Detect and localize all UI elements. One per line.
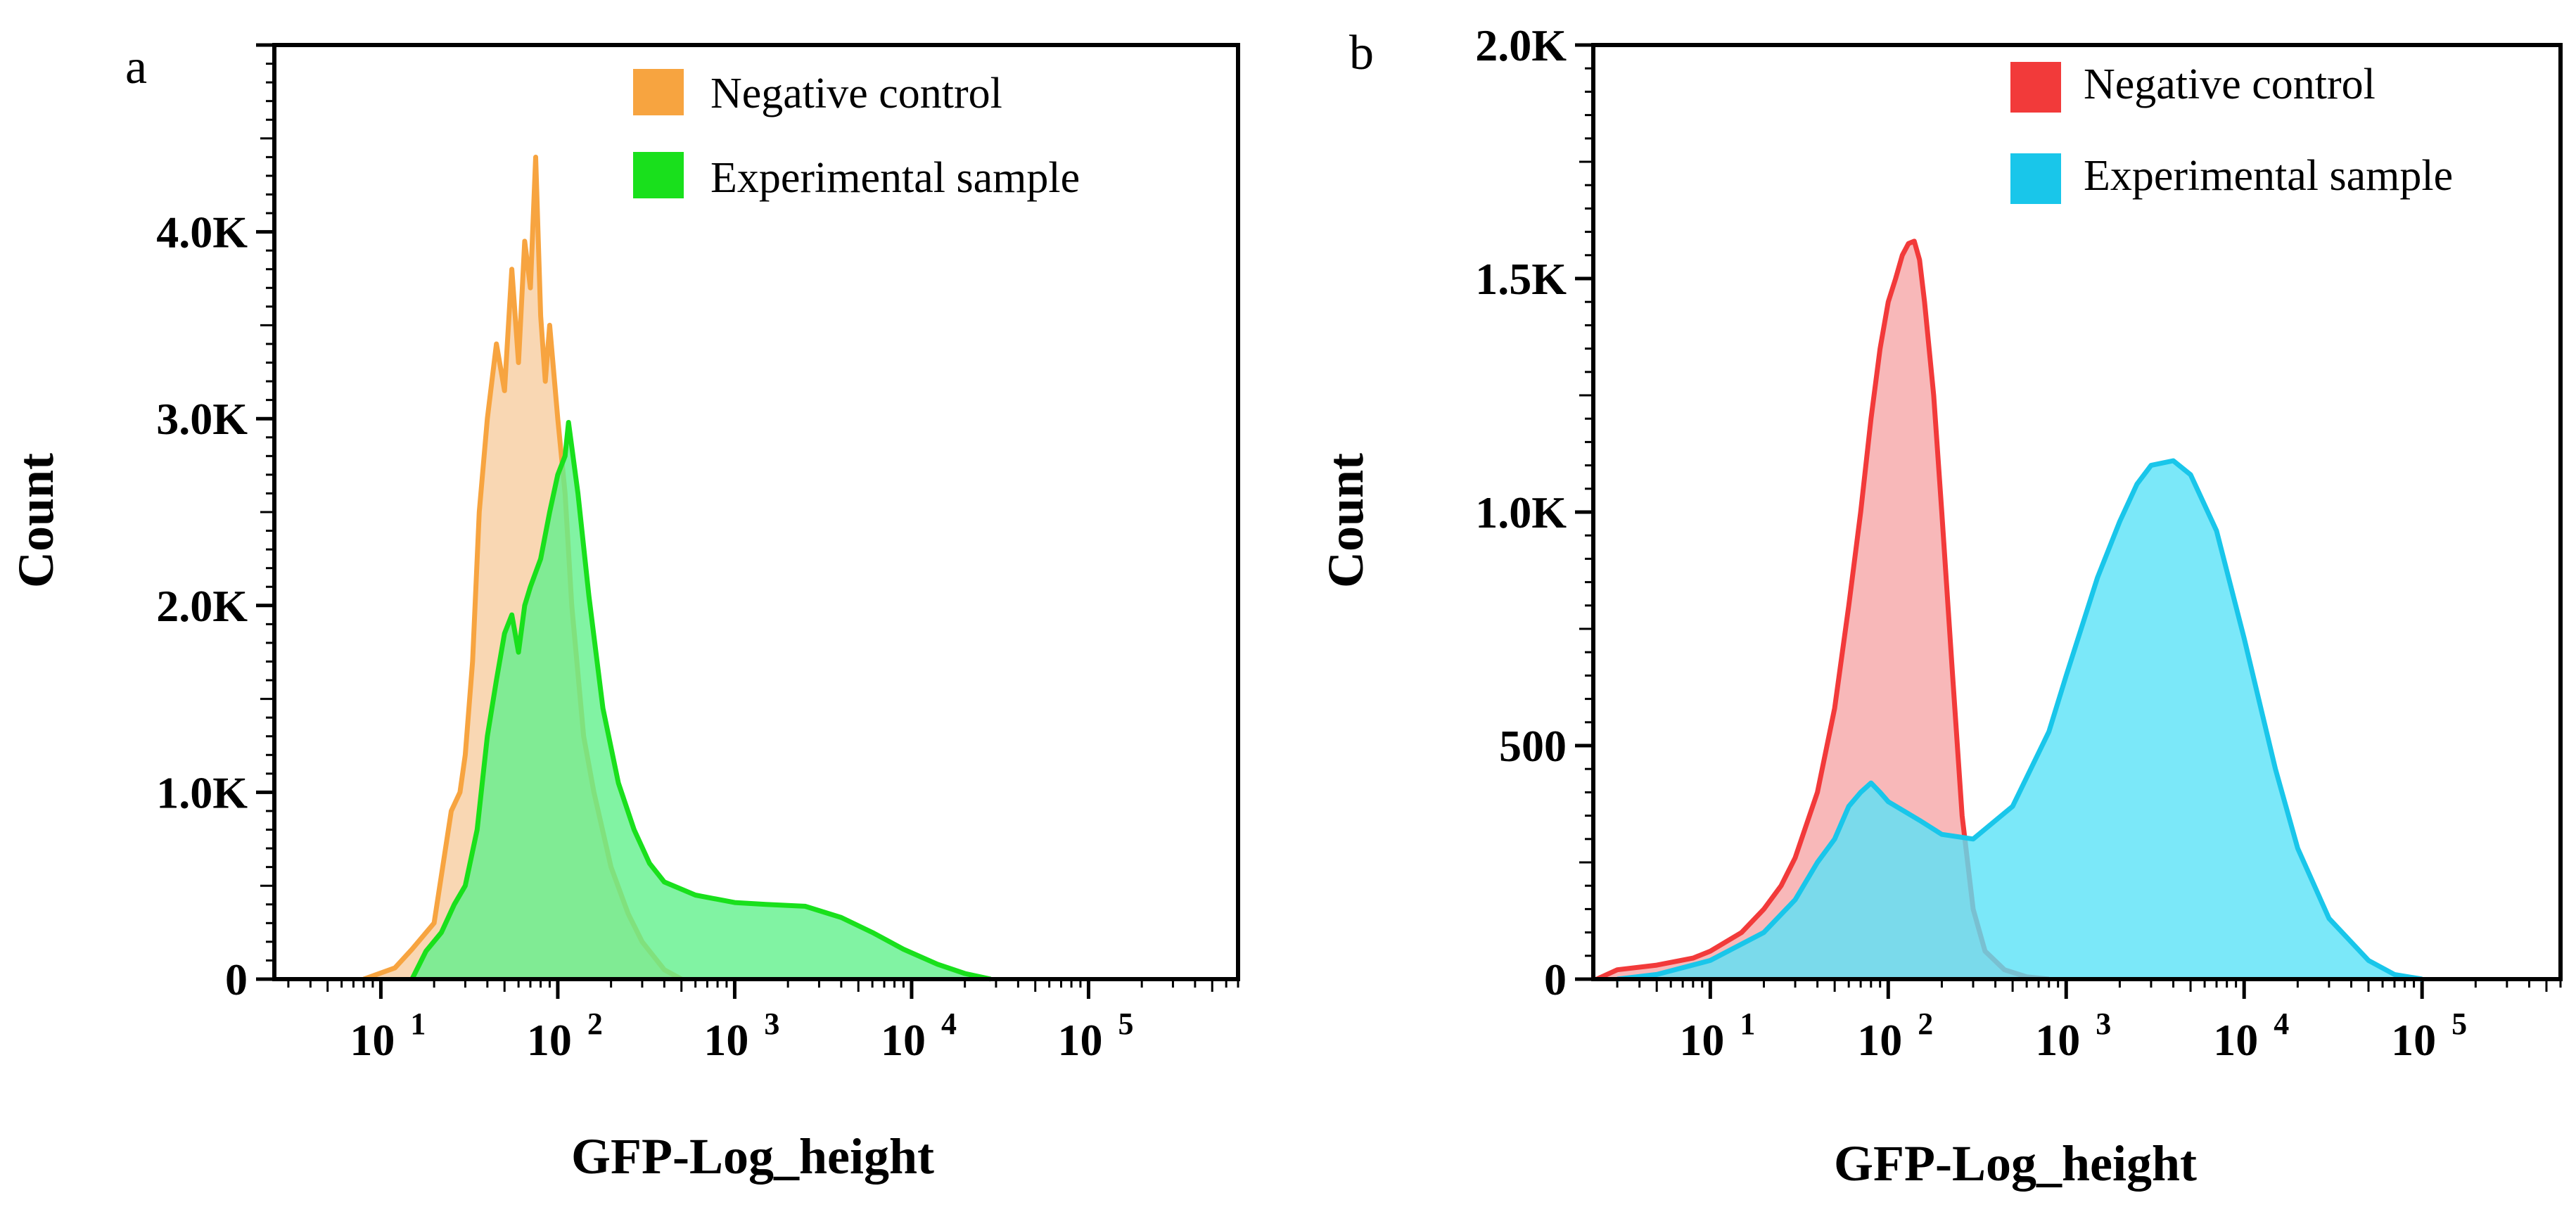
x-tick-label-b: 10 [1679,1015,1724,1065]
panel-label-b: b [1349,26,1374,80]
plot-frame-a [272,43,1240,981]
x-tick-exponent-b: 3 [2096,1007,2111,1041]
y-tick-label-b: 0 [1544,955,1567,1004]
series-line-experimental-sample-a [409,420,992,982]
series-area-experimental-sample-a [412,422,991,979]
legend-label-negative-control-a: Negative control [710,70,1002,117]
series-line-negative-control-b [1595,238,2050,982]
x-tick-exponent-a: 3 [764,1007,779,1041]
x-tick-label-a: 10 [1057,1015,1102,1065]
x-tick-label-b: 10 [2035,1015,2080,1065]
x-axis-title-b: GFP-Log_height [1834,1135,2197,1192]
x-tick-exponent-b: 5 [2451,1007,2467,1041]
chart-panel-a: a 0 1.0K 2.0K 3.0K 4.0K 10 1 10 2 10 3 10 4 10 5 Coun… [8,40,1240,1185]
legend-label-negative-control-b: Negative control [2084,60,2376,108]
x-tick-label-b: 10 [1857,1015,1902,1065]
x-axis-title-a: GFP-Log_height [571,1128,934,1185]
x-tick-exponent-a: 4 [941,1007,957,1041]
legend-swatch-negative-control-a [633,69,684,115]
x-tick-exponent-b: 4 [2274,1007,2289,1041]
series-layer-b [1595,238,2423,982]
y-axis-title-b: Count [1318,453,1374,588]
series-area-experimental-sample-b [1617,461,2423,979]
x-tick-exponent-a: 2 [587,1007,603,1041]
y-tick-label-a: 2.0K [156,581,248,631]
legend-swatch-experimental-sample-a [633,152,684,198]
legend-swatch-experimental-sample-b [2010,153,2061,204]
y-tick-label-a: 1.0K [156,767,248,817]
legend-label-experimental-sample-a: Experimental sample [710,154,1080,202]
x-tick-label-b: 10 [2213,1015,2258,1065]
y-tick-label-a: 4.0K [156,208,248,257]
legend-a: Negative control Experimental sample [633,69,1080,202]
x-tick-label-a: 10 [881,1015,926,1065]
chart-panel-b: b 0 500 1.0K 1.5K 2.0K 10 1 10 2 10 3 10 4 10 5 Count… [1318,20,2563,1192]
legend-b: Negative control Experimental sample [2010,60,2453,204]
y-tick-label-b: 500 [1499,721,1567,771]
y-tick-label-a: 3.0K [156,394,248,444]
x-tick-exponent-b: 2 [1918,1007,1933,1041]
series-area-negative-control-b [1596,241,2049,979]
y-tick-label-b: 2.0K [1475,20,1567,70]
y-tick-labels-a: 0 1.0K 2.0K 3.0K 4.0K [156,208,248,1004]
x-tick-exponent-a: 5 [1118,1007,1133,1041]
panel-label-a: a [125,40,147,94]
x-tick-exponent-a: 1 [410,1007,426,1041]
legend-swatch-negative-control-b [2010,62,2061,113]
x-tick-label-a: 10 [703,1015,748,1065]
y-tick-labels-b: 0 500 1.0K 1.5K 2.0K [1475,20,1567,1004]
x-tick-exponent-b: 1 [1740,1007,1755,1041]
series-line-experimental-sample-b [1617,458,2423,982]
series-area-negative-control-a [364,157,682,979]
x-tick-label-a: 10 [527,1015,572,1065]
legend-label-experimental-sample-b: Experimental sample [2084,152,2453,200]
plot-frame-b [1591,43,2563,981]
y-tick-label-a: 0 [225,955,248,1004]
series-layer-a [362,154,992,982]
x-tick-labels-a: 10 1 10 2 10 3 10 4 10 5 [350,1007,1133,1065]
x-tick-label-a: 10 [350,1015,395,1065]
y-tick-label-b: 1.0K [1475,487,1567,537]
x-tick-labels-b: 10 1 10 2 10 3 10 4 10 5 [1679,1007,2467,1065]
y-axis-title-a: Count [8,453,64,588]
x-tick-label-b: 10 [2391,1015,2436,1065]
y-tick-label-b: 1.5K [1475,254,1567,304]
